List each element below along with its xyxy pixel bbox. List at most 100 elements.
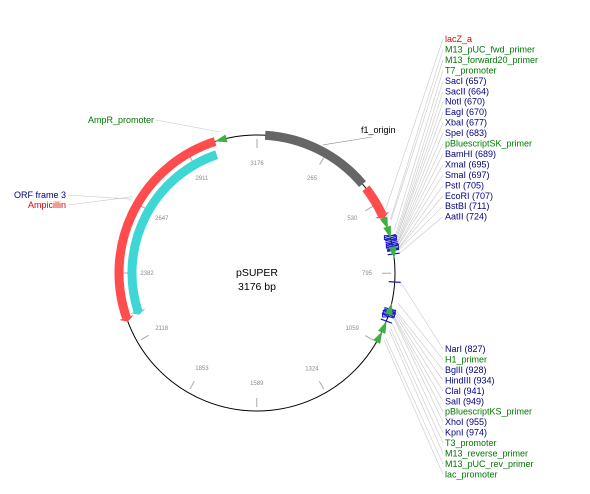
label-sali-949: SalI (949) bbox=[445, 396, 484, 406]
leader-line bbox=[388, 329, 444, 454]
leader-line bbox=[385, 38, 444, 209]
label-kpni-974: KpnI (974) bbox=[445, 428, 487, 438]
label-xhoi-955: XhoI (955) bbox=[445, 417, 487, 427]
leader-line bbox=[396, 112, 444, 239]
leader-line bbox=[397, 132, 444, 242]
primer-arrow bbox=[383, 225, 391, 239]
leader-line bbox=[400, 282, 444, 350]
leader-line bbox=[395, 310, 444, 371]
feature-arcs bbox=[114, 130, 390, 322]
label-xbai-677: XbaI (677) bbox=[445, 118, 487, 128]
orf-frame-3-arrowhead bbox=[130, 308, 146, 315]
label-m13-puc-rev-primer: M13_pUC_rev_primer bbox=[445, 459, 534, 469]
restriction-site-marks bbox=[380, 233, 401, 324]
leader-line bbox=[397, 143, 444, 243]
leader-line bbox=[394, 316, 444, 402]
label-bglii-928: BglII (928) bbox=[445, 365, 487, 375]
leader-line bbox=[155, 119, 220, 133]
primer-arrow bbox=[214, 134, 228, 143]
leader-line bbox=[395, 80, 444, 235]
label-ecori-707: EcoRI (707) bbox=[445, 191, 493, 201]
label-aatii-724: AatII (724) bbox=[445, 212, 487, 222]
leader-line bbox=[397, 302, 444, 360]
leader-lines bbox=[67, 38, 444, 475]
leader-line bbox=[391, 323, 444, 433]
label-spei-683: SpeI (683) bbox=[445, 128, 487, 138]
tick-mark bbox=[140, 334, 149, 341]
label-noti-670: NotI (670) bbox=[445, 97, 485, 107]
plasmid-size: 3176 bp bbox=[238, 281, 276, 293]
leader-line bbox=[394, 70, 444, 230]
label-t7-promoter: T7_promoter bbox=[445, 65, 497, 75]
label-pbluescriptks-primer: pBluescriptKS_primer bbox=[445, 407, 532, 417]
tick-mark bbox=[365, 205, 374, 212]
leader-line bbox=[398, 174, 444, 246]
primer-arrow bbox=[384, 302, 393, 316]
tick-label: 795 bbox=[362, 271, 373, 277]
label-orf-frame-3: ORF frame 3 bbox=[14, 190, 66, 200]
label-smai-697: SmaI (697) bbox=[445, 170, 490, 180]
label-f1-origin: f1_origin bbox=[361, 125, 396, 135]
orf-frame-3-arc bbox=[127, 150, 219, 313]
label-lacz-a: lacZ_a bbox=[445, 34, 472, 44]
leader-line bbox=[396, 101, 444, 239]
primer-arrow bbox=[388, 245, 397, 259]
tick-label: 2647 bbox=[155, 216, 169, 222]
label-eagi-670: EagI (670) bbox=[445, 107, 487, 117]
tick-label: 3176 bbox=[250, 161, 264, 167]
label-sacii-664: SacII (664) bbox=[445, 86, 489, 96]
leader-line bbox=[67, 194, 132, 200]
plasmid-name: pSUPER bbox=[236, 267, 278, 279]
restriction-site-mark bbox=[385, 239, 398, 244]
leader-line bbox=[390, 59, 444, 221]
tick-mark bbox=[319, 156, 325, 166]
leader-line bbox=[398, 205, 444, 250]
ampicillin-arrowhead bbox=[119, 315, 134, 322]
tick-mark bbox=[318, 381, 325, 390]
restriction-site-mark bbox=[384, 235, 397, 241]
leader-line bbox=[396, 122, 444, 241]
leader-line bbox=[398, 195, 444, 249]
restriction-site-mark bbox=[380, 318, 393, 324]
tick-label: 530 bbox=[347, 216, 358, 222]
tick-marks: 3176 265 530 795 1059 1324 1589 1853 2118 2382 264… bbox=[123, 139, 392, 408]
label-m13-forward20-primer: M13_forward20_primer bbox=[445, 55, 538, 65]
label-lac-promoter: lac_promoter bbox=[445, 469, 498, 479]
primer-arrow bbox=[373, 331, 383, 344]
lacz-a-arrowhead bbox=[375, 211, 390, 219]
tick-label: 2382 bbox=[140, 271, 154, 277]
tick-label: 265 bbox=[307, 176, 318, 182]
leader-line bbox=[395, 91, 444, 237]
label-nari-827: NarI (827) bbox=[445, 344, 486, 354]
primer-arrows bbox=[214, 134, 397, 344]
label-xmai-695: XmaI (695) bbox=[445, 159, 490, 169]
leader-line bbox=[384, 340, 444, 475]
tick-label: 1059 bbox=[346, 326, 360, 332]
label-m13-puc-fwd-primer: M13_pUC_fwd_primer bbox=[445, 44, 535, 54]
label-ampr-promoter: AmpR_promoter bbox=[88, 115, 154, 125]
leader-line bbox=[395, 312, 444, 381]
tick-mark bbox=[189, 380, 195, 390]
leader-line bbox=[67, 196, 133, 206]
feature-labels: lacZ_aM13_pUC_fwd_primerM13_forward20_pr… bbox=[14, 34, 538, 479]
label-clai-941: ClaI (941) bbox=[445, 386, 485, 396]
tick-label: 1853 bbox=[195, 366, 209, 372]
leader-line bbox=[390, 49, 444, 220]
leader-line bbox=[397, 164, 444, 246]
label-bstbi-711: BstBI (711) bbox=[445, 201, 489, 211]
leader-line bbox=[394, 314, 444, 391]
f1-origin-arc bbox=[264, 130, 366, 187]
leader-line bbox=[322, 136, 373, 146]
label-bamhi-689: BamHI (689) bbox=[445, 149, 496, 159]
tick-label: 2911 bbox=[195, 176, 209, 182]
label-psti-705: PstI (705) bbox=[445, 180, 484, 190]
primer-arrow bbox=[378, 321, 387, 334]
restriction-site-mark bbox=[382, 313, 394, 319]
leader-line bbox=[397, 153, 444, 244]
leader-line bbox=[393, 317, 444, 423]
ampicillin-arc bbox=[114, 137, 217, 319]
leader-line bbox=[385, 337, 444, 465]
tick-label: 1324 bbox=[305, 366, 319, 372]
label-saci-657: SacI (657) bbox=[445, 76, 487, 86]
